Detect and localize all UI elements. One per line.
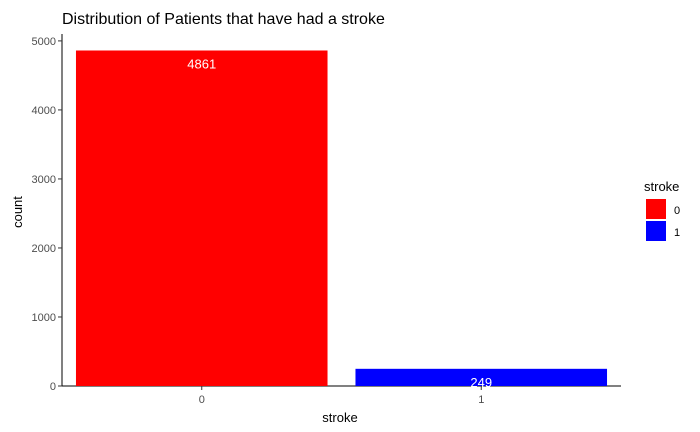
- y-axis-title: count: [10, 196, 25, 228]
- x-axis-title: stroke: [322, 410, 357, 425]
- legend-label: 1: [674, 227, 680, 239]
- bar-data-label: 4861: [187, 56, 216, 71]
- legend-title: stroke: [644, 179, 679, 194]
- y-tick-label: 4000: [32, 105, 56, 117]
- bar-stroke-0: [75, 50, 328, 386]
- plot-area: 0 1000 2000 3000 4000 5000 4861 0 249 1: [32, 34, 621, 406]
- legend: stroke 0 1: [644, 179, 680, 241]
- x-tick-label: 0: [199, 394, 205, 406]
- chart-title: Distribution of Patients that have had a…: [62, 11, 385, 28]
- y-tick-label: 0: [50, 381, 56, 393]
- y-tick-label: 1000: [32, 312, 56, 324]
- y-tick-label: 2000: [32, 243, 56, 255]
- y-tick-label: 5000: [32, 36, 56, 48]
- legend-swatch-1: [646, 221, 666, 241]
- x-tick-label: 1: [478, 394, 484, 406]
- bar-data-label: 249: [470, 375, 492, 390]
- legend-swatch-0: [646, 199, 666, 219]
- bar-stroke-1: [355, 368, 608, 386]
- y-tick-label: 3000: [32, 174, 56, 186]
- legend-label: 0: [674, 205, 680, 217]
